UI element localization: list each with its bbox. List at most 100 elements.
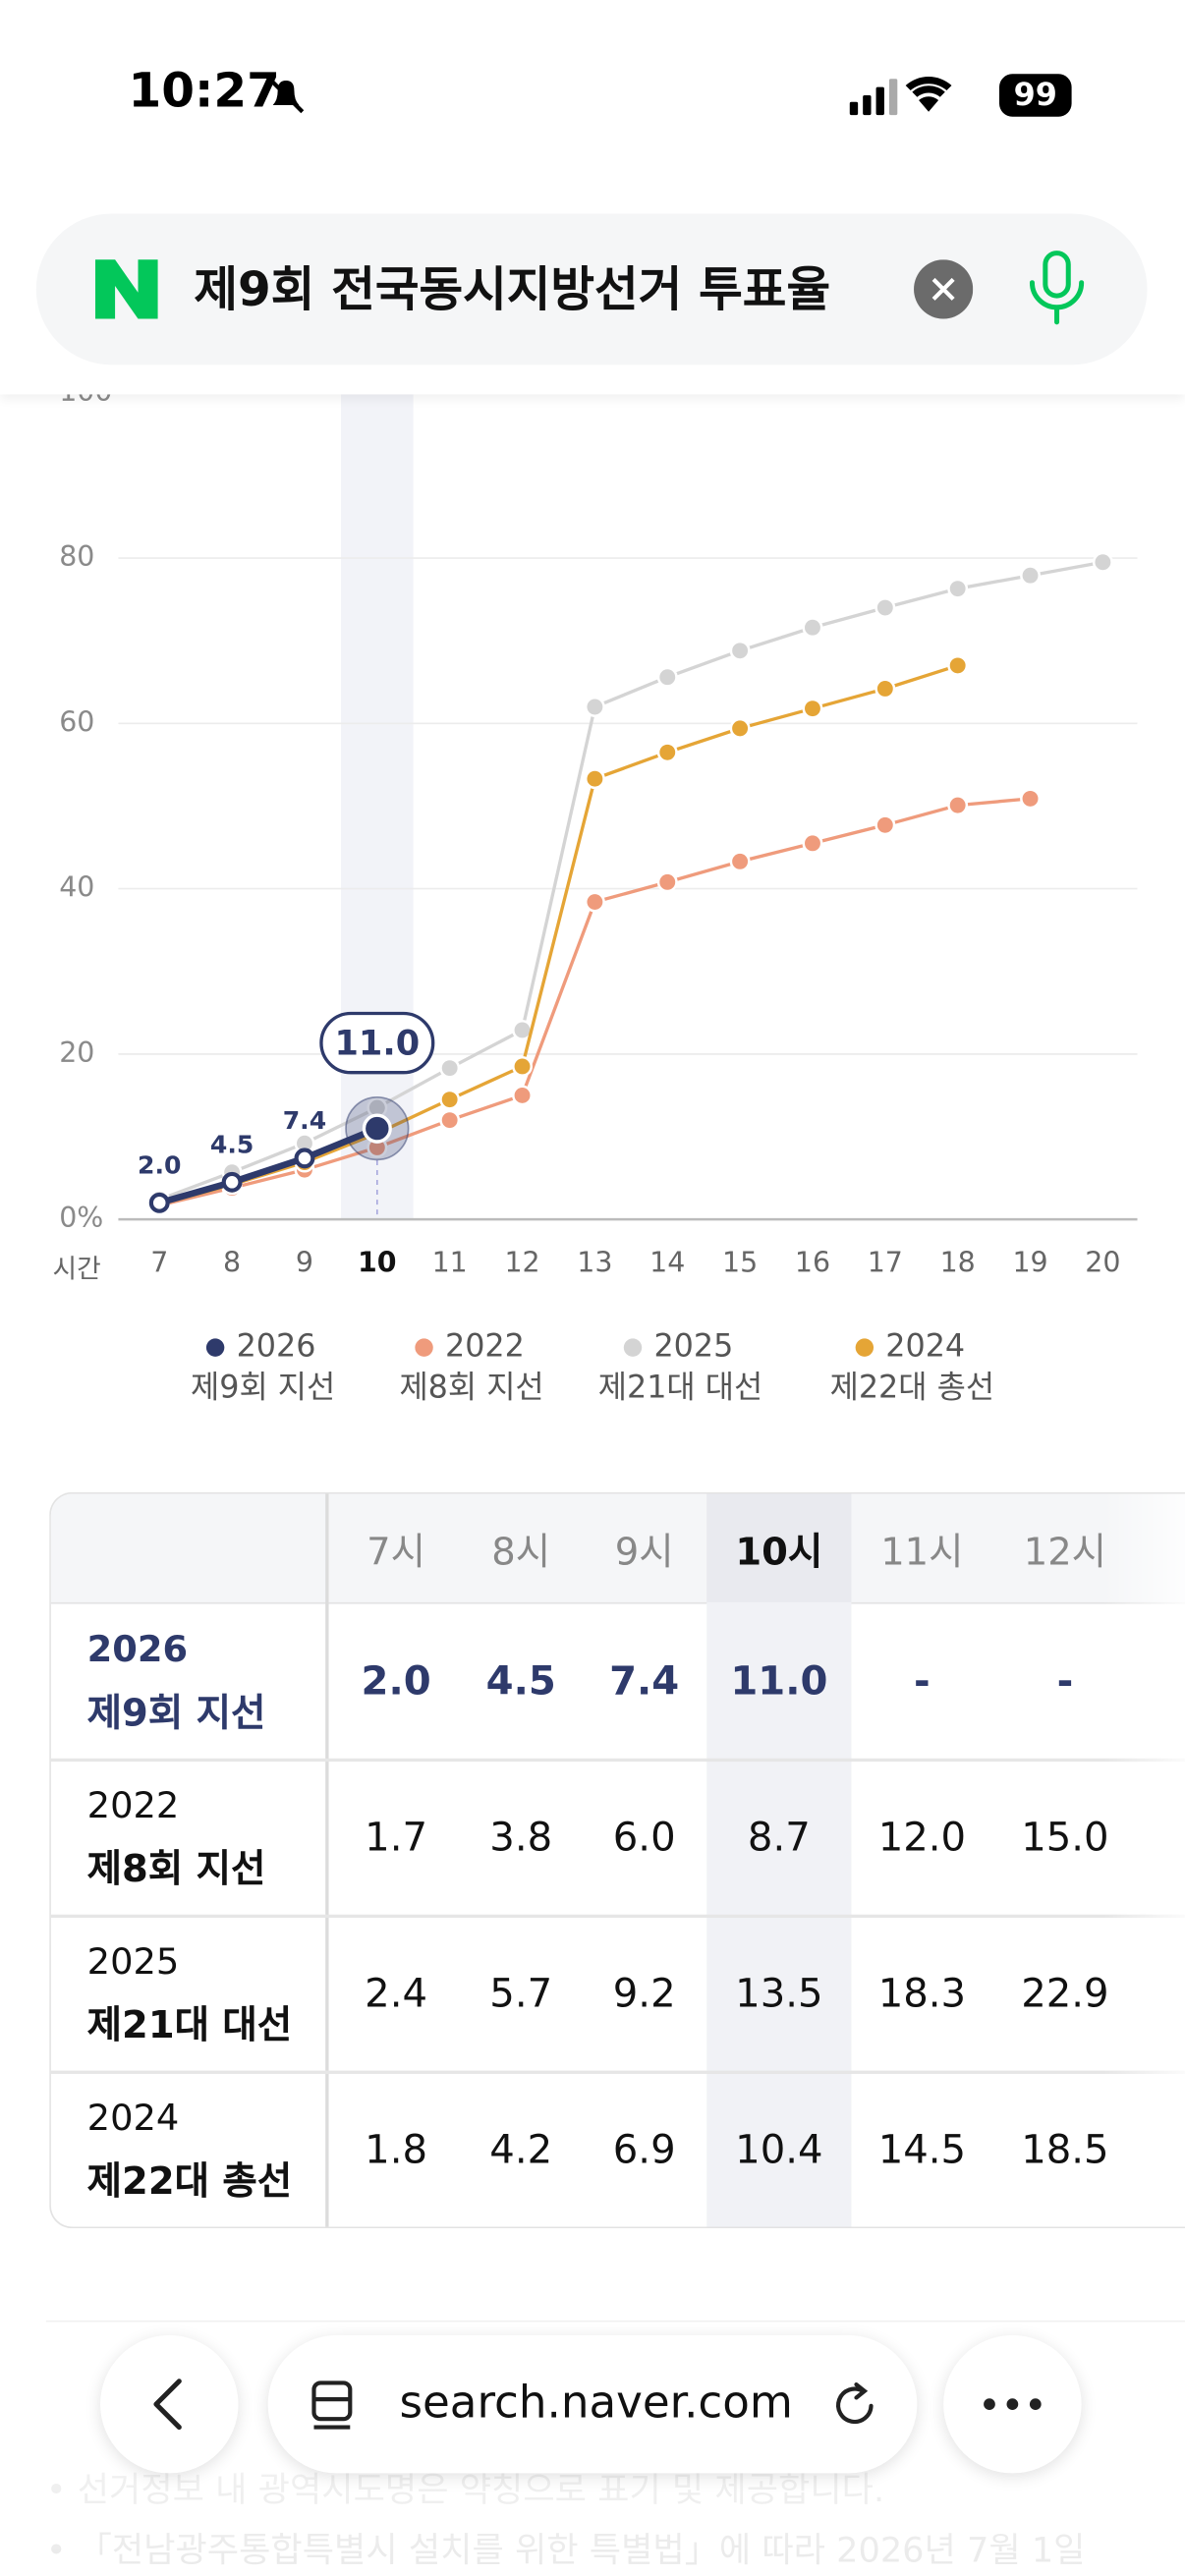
row-divider (50, 1914, 1185, 1918)
legend-subtitle: 제8회 지선 (399, 1370, 543, 1405)
legend-name: 2026 (237, 1329, 316, 1365)
data-label: 2.0 (138, 1151, 181, 1180)
table-cell: 15.0 (1021, 1813, 1109, 1860)
x-axis-label: 시간 (53, 1254, 101, 1284)
table-cell: - (914, 1656, 931, 1704)
point (802, 698, 823, 719)
table-cell: 4.2 (489, 2125, 553, 2172)
legend-dot (415, 1338, 433, 1357)
tooltip-box (319, 1011, 435, 1075)
point (729, 717, 751, 739)
y-tick-label: 40 (59, 871, 94, 904)
point (802, 617, 823, 639)
legend-subtitle: 제22대 총선 (830, 1370, 994, 1405)
x-tick-label: 10 (358, 1246, 397, 1278)
highlight-band (341, 377, 414, 1220)
table-cell: 7.4 (609, 1656, 680, 1704)
table-cell: 10.4 (735, 2125, 823, 2172)
point (875, 597, 896, 618)
series-line (158, 1125, 379, 1206)
voice-button[interactable] (1022, 250, 1095, 328)
legend-subtitle: 제21대 대선 (598, 1370, 762, 1405)
point (947, 654, 969, 676)
point (729, 851, 751, 872)
legend-name: 2025 (653, 1329, 733, 1365)
row-name: 제21대 대선 (86, 2004, 293, 2048)
url: search.naver.com (399, 2378, 793, 2430)
clear-button[interactable] (914, 259, 974, 319)
point (439, 1089, 461, 1110)
table-cell: 3.8 (489, 1813, 553, 1860)
column-header: 12시 (1023, 1531, 1107, 1575)
x-tick-label: 16 (795, 1246, 830, 1278)
table-cell: 18.3 (877, 1969, 967, 2016)
point (584, 891, 605, 913)
back-button[interactable] (100, 2334, 239, 2474)
reload-icon[interactable] (826, 2378, 882, 2434)
row-divider (50, 1758, 1185, 1762)
x-tick-label: 17 (868, 1246, 903, 1278)
battery: 99 (999, 74, 1072, 117)
series-line (158, 560, 1103, 1202)
more-icon (984, 2398, 1042, 2411)
signal-icons (849, 77, 952, 116)
back-icon (153, 2379, 182, 2431)
table-cell: - (1056, 1656, 1074, 1704)
header: 10:27 99 제9회 전국동시지방선거 투표율 (0, 0, 1185, 395)
chart: 0%20406080100시간7891011121314151617181920… (53, 375, 1138, 1405)
column-header: 9시 (614, 1531, 674, 1575)
table-cell: 6.9 (612, 2125, 676, 2172)
row-year: 2022 (86, 1786, 180, 1828)
legend-name: 2024 (885, 1329, 965, 1365)
series-line (158, 797, 1031, 1207)
row-name: 제9회 지선 (86, 1692, 266, 1736)
table-fade (1102, 1493, 1185, 2227)
tooltip-label: 11.0 (335, 1023, 421, 1063)
row-year: 2026 (86, 1630, 189, 1672)
point (362, 1113, 392, 1144)
x-tick-label: 7 (150, 1246, 168, 1278)
search-bar[interactable]: 제9회 전국동시지방선거 투표율 (35, 213, 1148, 365)
more-button[interactable] (943, 2334, 1082, 2474)
point (512, 1056, 533, 1077)
point (221, 1171, 243, 1193)
x-tick-label: 20 (1085, 1246, 1120, 1278)
point (439, 1057, 461, 1079)
table-cell: 13.5 (735, 1969, 823, 2016)
table-cell: 9.2 (612, 1969, 676, 2016)
column-header: 7시 (367, 1531, 426, 1575)
point (584, 697, 605, 717)
point (1020, 565, 1041, 587)
legend-subtitle: 제9회 지선 (191, 1370, 335, 1405)
header-row (50, 1493, 1185, 1604)
y-tick-label: 80 (59, 540, 94, 573)
highlight-header (706, 1493, 852, 1602)
url-bar[interactable]: search.naver.com (267, 2334, 918, 2474)
point (802, 832, 823, 854)
column-divider (325, 1493, 329, 2227)
x-tick-label: 14 (649, 1246, 685, 1278)
y-tick-label: 20 (59, 1036, 94, 1069)
row-divider (50, 2070, 1185, 2074)
table-cell: 1.7 (365, 1813, 428, 1860)
legend-dot (855, 1338, 875, 1357)
table-cell: 1.8 (365, 2125, 428, 2172)
column-header: 11시 (880, 1531, 964, 1575)
x-tick-label: 12 (504, 1246, 539, 1278)
legend-dot (623, 1338, 643, 1357)
column-header: 10시 (735, 1531, 823, 1575)
mute-icon (267, 77, 305, 114)
point (512, 1085, 533, 1106)
x-tick-label: 8 (223, 1246, 241, 1278)
point (439, 1109, 461, 1131)
x-tick-label: 15 (722, 1246, 758, 1278)
table: 7시 8시 9시 10시 11시 12시 2026 제9회 지선 2.0 4.5 7.4 11.0 - -… (49, 1491, 1185, 2229)
x-tick-label: 19 (1012, 1246, 1047, 1278)
x-tick-label: 18 (940, 1246, 976, 1278)
table-cell: 12.0 (877, 1813, 967, 1860)
row-name: 제22대 총선 (86, 2160, 293, 2205)
data-label: 4.5 (210, 1130, 254, 1158)
legend-name: 2022 (445, 1329, 525, 1365)
x-tick-label: 9 (296, 1246, 313, 1278)
